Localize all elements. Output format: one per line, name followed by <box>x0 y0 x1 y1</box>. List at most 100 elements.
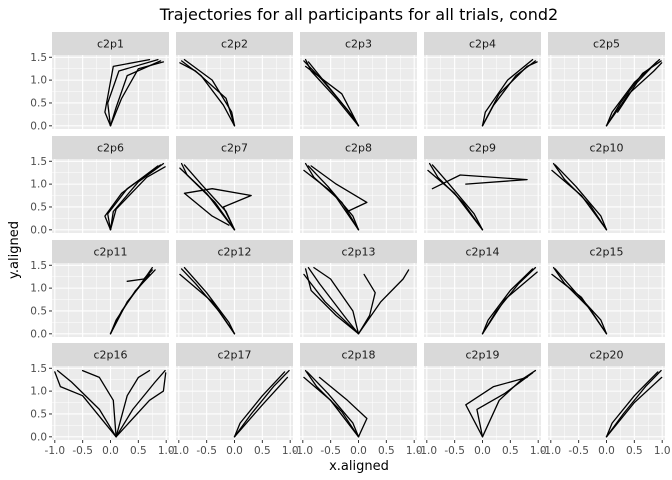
facet-panel: c2p7 <box>176 136 293 233</box>
facet-label: c2p9 <box>469 142 496 155</box>
trajectory-group <box>104 162 166 231</box>
trajectory-line <box>115 372 167 438</box>
trajectory-group <box>551 266 608 335</box>
trajectory-group <box>465 369 537 438</box>
trajectory-line <box>554 164 608 231</box>
facet-panel: c2p16 0.0 0.5 1.0 1.5 -1.0 -0.5 0.0 0.5 1.0 <box>30 343 175 457</box>
trajectory-line <box>465 376 528 438</box>
facet-label: c2p7 <box>221 142 248 155</box>
facet-strip <box>176 136 293 159</box>
x-tick-label: -0.5 <box>444 445 465 457</box>
facet-label: c2p5 <box>593 38 620 51</box>
trajectory-line <box>357 269 410 335</box>
trajectory-line <box>307 266 360 335</box>
facet-panel: c2p12 <box>176 240 293 337</box>
facet-label: c2p17 <box>217 349 251 362</box>
facet-label: c2p18 <box>341 349 375 362</box>
facet-label: c2p1 <box>97 38 124 51</box>
y-tick-label: 0.5 <box>30 305 47 317</box>
facet-strip <box>52 240 169 263</box>
facet-panel: c2p8 <box>300 136 417 233</box>
x-tick-label: 1.0 <box>406 445 423 457</box>
facet-strip <box>300 240 417 263</box>
x-tick-label: 1.0 <box>530 445 547 457</box>
x-tick-label: 0.5 <box>626 445 643 457</box>
trajectory-line <box>54 371 117 438</box>
trajectory-line <box>605 371 659 438</box>
x-tick-label: -0.5 <box>72 445 93 457</box>
x-tick-label: 0.0 <box>226 445 243 457</box>
trajectory-line <box>431 174 528 190</box>
trajectory-line <box>104 58 151 127</box>
trajectory-line <box>304 65 360 127</box>
trajectory-line <box>605 369 662 438</box>
facet-panel: c2p17 -1.0 -0.5 0.0 0.5 1.0 <box>169 343 299 457</box>
x-tick-label: 1.0 <box>282 445 299 457</box>
trajectory-line <box>109 60 162 127</box>
trajectory-line <box>481 58 534 127</box>
facet-label: c2p19 <box>465 349 499 362</box>
y-axis-title: y.aligned <box>7 221 22 279</box>
x-axis-title: x.aligned <box>329 459 389 474</box>
trajectory-group <box>179 266 236 335</box>
facet-strip <box>176 240 293 263</box>
facet-strip <box>548 240 665 263</box>
facet-panel: c2p18 -1.0 -0.5 0.0 0.5 1.0 <box>293 343 423 457</box>
trajectory-line <box>81 369 117 438</box>
y-tick-label: 1.5 <box>30 260 47 272</box>
trajectory-line <box>307 165 360 231</box>
trajectory-line <box>481 271 538 335</box>
facet-strip <box>548 136 665 159</box>
facet-label: c2p6 <box>97 142 124 155</box>
facet-strip <box>176 343 293 366</box>
facet-label: c2p11 <box>93 246 127 259</box>
trajectory-line <box>605 376 663 438</box>
trajectory-line <box>551 273 608 335</box>
trajectory-line <box>605 58 661 127</box>
facet-label: c2p12 <box>217 246 251 259</box>
y-tick-label: 0.0 <box>30 120 47 132</box>
y-tick-label: 1.0 <box>30 283 47 295</box>
facet-label: c2p8 <box>345 142 372 155</box>
y-tick-label: 1.0 <box>30 179 47 191</box>
trajectory-line <box>126 269 153 282</box>
facet-panel: c2p13 <box>300 240 417 337</box>
trajectory-line <box>310 165 368 231</box>
facet-panel: c2p10 <box>548 136 665 233</box>
facet-panel: c2p19 -1.0 -0.5 0.0 0.5 1.0 <box>417 343 547 457</box>
facet-panel: c2p2 <box>176 32 293 129</box>
trajectory-group <box>233 369 290 438</box>
trajectory-line <box>318 376 368 438</box>
facet-panel: c2p9 <box>424 136 541 233</box>
facet-panel: c2p1 0.0 0.5 1.0 1.5 <box>30 32 169 132</box>
trajectory-line <box>233 371 286 438</box>
facet-strip <box>176 32 293 55</box>
trajectory-line <box>183 188 252 231</box>
trajectory-group <box>427 162 528 231</box>
x-tick-label: 0.0 <box>350 445 367 457</box>
facet-panel: c2p3 <box>300 32 417 129</box>
x-tick-label: 0.0 <box>474 445 491 457</box>
trajectory-line <box>107 58 159 127</box>
trajectory-line <box>179 273 236 335</box>
facet-strip <box>300 343 417 366</box>
trajectory-group <box>605 369 663 438</box>
facet-strip <box>300 136 417 159</box>
y-tick-label: 1.5 <box>30 52 47 64</box>
trajectory-line <box>303 376 360 438</box>
x-tick-label: 0.5 <box>254 445 271 457</box>
facet-panel: c2p14 <box>424 240 541 337</box>
trajectory-group <box>605 58 663 127</box>
y-tick-label: 1.5 <box>30 156 47 168</box>
facet-strip <box>424 32 541 55</box>
x-tick-label: -1.0 <box>541 445 562 457</box>
facet-panel: c2p15 <box>548 240 665 337</box>
facet-strip <box>52 343 169 366</box>
x-tick-label: 0.5 <box>502 445 519 457</box>
x-tick-label: -0.5 <box>320 445 341 457</box>
trajectory-line <box>303 273 360 335</box>
trajectory-line <box>481 61 538 127</box>
facet-label: c2p16 <box>93 349 127 362</box>
facet-strip <box>548 32 665 55</box>
